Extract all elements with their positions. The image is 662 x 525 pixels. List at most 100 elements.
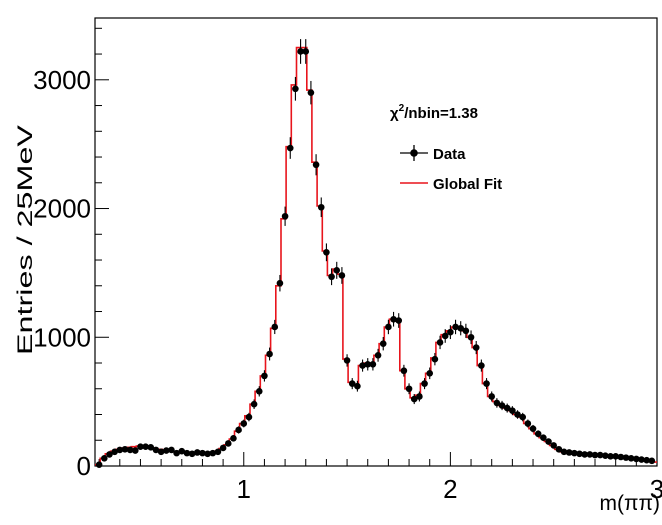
data-marker xyxy=(452,323,459,331)
data-point xyxy=(498,400,506,411)
data-point xyxy=(271,319,279,335)
data-marker xyxy=(111,448,118,456)
data-marker xyxy=(168,446,175,454)
data-marker xyxy=(478,362,485,369)
data-marker xyxy=(343,357,351,364)
data-marker xyxy=(219,444,227,452)
data-point xyxy=(245,412,253,422)
data-point xyxy=(503,403,511,413)
data-point xyxy=(302,39,310,64)
data-point xyxy=(617,453,625,461)
data-marker xyxy=(571,449,578,457)
data-point xyxy=(354,380,361,392)
data-marker xyxy=(410,395,418,403)
data-point xyxy=(333,261,341,279)
data-point xyxy=(323,243,330,262)
data-marker xyxy=(436,339,444,346)
data-marker xyxy=(529,425,537,432)
data-marker xyxy=(643,456,650,464)
data-marker xyxy=(612,453,619,460)
data-point xyxy=(261,370,268,382)
data-point xyxy=(317,197,325,218)
data-marker xyxy=(602,452,609,460)
data-point xyxy=(168,446,175,454)
data-marker xyxy=(596,451,604,459)
data-point xyxy=(147,444,155,451)
data-marker xyxy=(204,450,211,458)
data-marker xyxy=(617,453,625,461)
data-marker xyxy=(390,315,397,323)
data-point xyxy=(560,448,568,456)
data-marker xyxy=(328,273,335,281)
data-point xyxy=(266,347,273,361)
data-point xyxy=(250,399,258,409)
y-tick-label: 1000 xyxy=(33,322,91,352)
data-marker xyxy=(565,449,573,456)
data-point xyxy=(224,440,232,447)
data-point xyxy=(462,323,470,338)
data-point xyxy=(483,378,490,390)
data-marker xyxy=(188,450,196,458)
data-point xyxy=(514,410,521,419)
data-marker xyxy=(255,388,263,395)
data-point xyxy=(405,383,413,395)
data-marker xyxy=(374,351,382,359)
data-point xyxy=(452,319,459,335)
data-marker xyxy=(405,385,413,393)
data-point xyxy=(550,442,557,449)
legend-fit-entry: Global Fit xyxy=(400,176,502,193)
data-marker xyxy=(576,450,583,458)
data-marker xyxy=(555,445,563,453)
data-marker xyxy=(312,161,320,169)
x-axis-title: m(ππ) xyxy=(600,492,660,515)
data-marker xyxy=(457,324,465,332)
data-point xyxy=(111,448,118,456)
data-point xyxy=(297,39,304,64)
data-point xyxy=(385,319,392,335)
data-point xyxy=(431,352,439,366)
data-marker xyxy=(395,317,403,324)
data-marker xyxy=(106,451,113,458)
data-point xyxy=(612,453,619,460)
data-marker xyxy=(431,355,439,363)
data-point xyxy=(162,447,170,454)
data-point xyxy=(441,329,449,343)
data-point xyxy=(193,449,201,456)
data-marker xyxy=(503,404,511,412)
data-point xyxy=(638,456,645,463)
data-point xyxy=(204,450,211,458)
data-marker xyxy=(524,420,532,427)
global-fit-step-line xyxy=(95,46,657,466)
data-point xyxy=(529,424,537,433)
data-marker xyxy=(230,435,237,442)
data-marker xyxy=(359,362,366,369)
data-marker xyxy=(633,455,640,463)
data-marker xyxy=(95,461,103,469)
data-marker xyxy=(276,279,284,287)
data-marker xyxy=(488,393,496,400)
x-tick-labels: 1 2 3 xyxy=(237,474,662,504)
data-marker xyxy=(540,434,547,441)
chi-superscript: 2 xyxy=(399,103,405,114)
data-point xyxy=(545,438,552,445)
data-point xyxy=(426,367,434,380)
data-point xyxy=(199,449,206,457)
plot-frame xyxy=(94,17,658,467)
data-point xyxy=(240,419,248,428)
data-point xyxy=(395,313,403,328)
y-tick-label: 3000 xyxy=(33,65,91,95)
x-tick-label: 3 xyxy=(650,474,662,504)
data-marker xyxy=(581,451,588,458)
data-point xyxy=(607,453,614,460)
data-marker xyxy=(462,327,470,335)
data-marker xyxy=(199,449,206,457)
x-tick-label: 2 xyxy=(443,474,457,504)
data-point xyxy=(328,268,335,286)
y-tick-labels: 0 1000 2000 3000 xyxy=(33,65,91,481)
data-point xyxy=(472,340,480,355)
data-point xyxy=(359,359,366,372)
data-point xyxy=(338,267,346,284)
data-point xyxy=(591,451,599,459)
data-marker xyxy=(162,447,170,454)
